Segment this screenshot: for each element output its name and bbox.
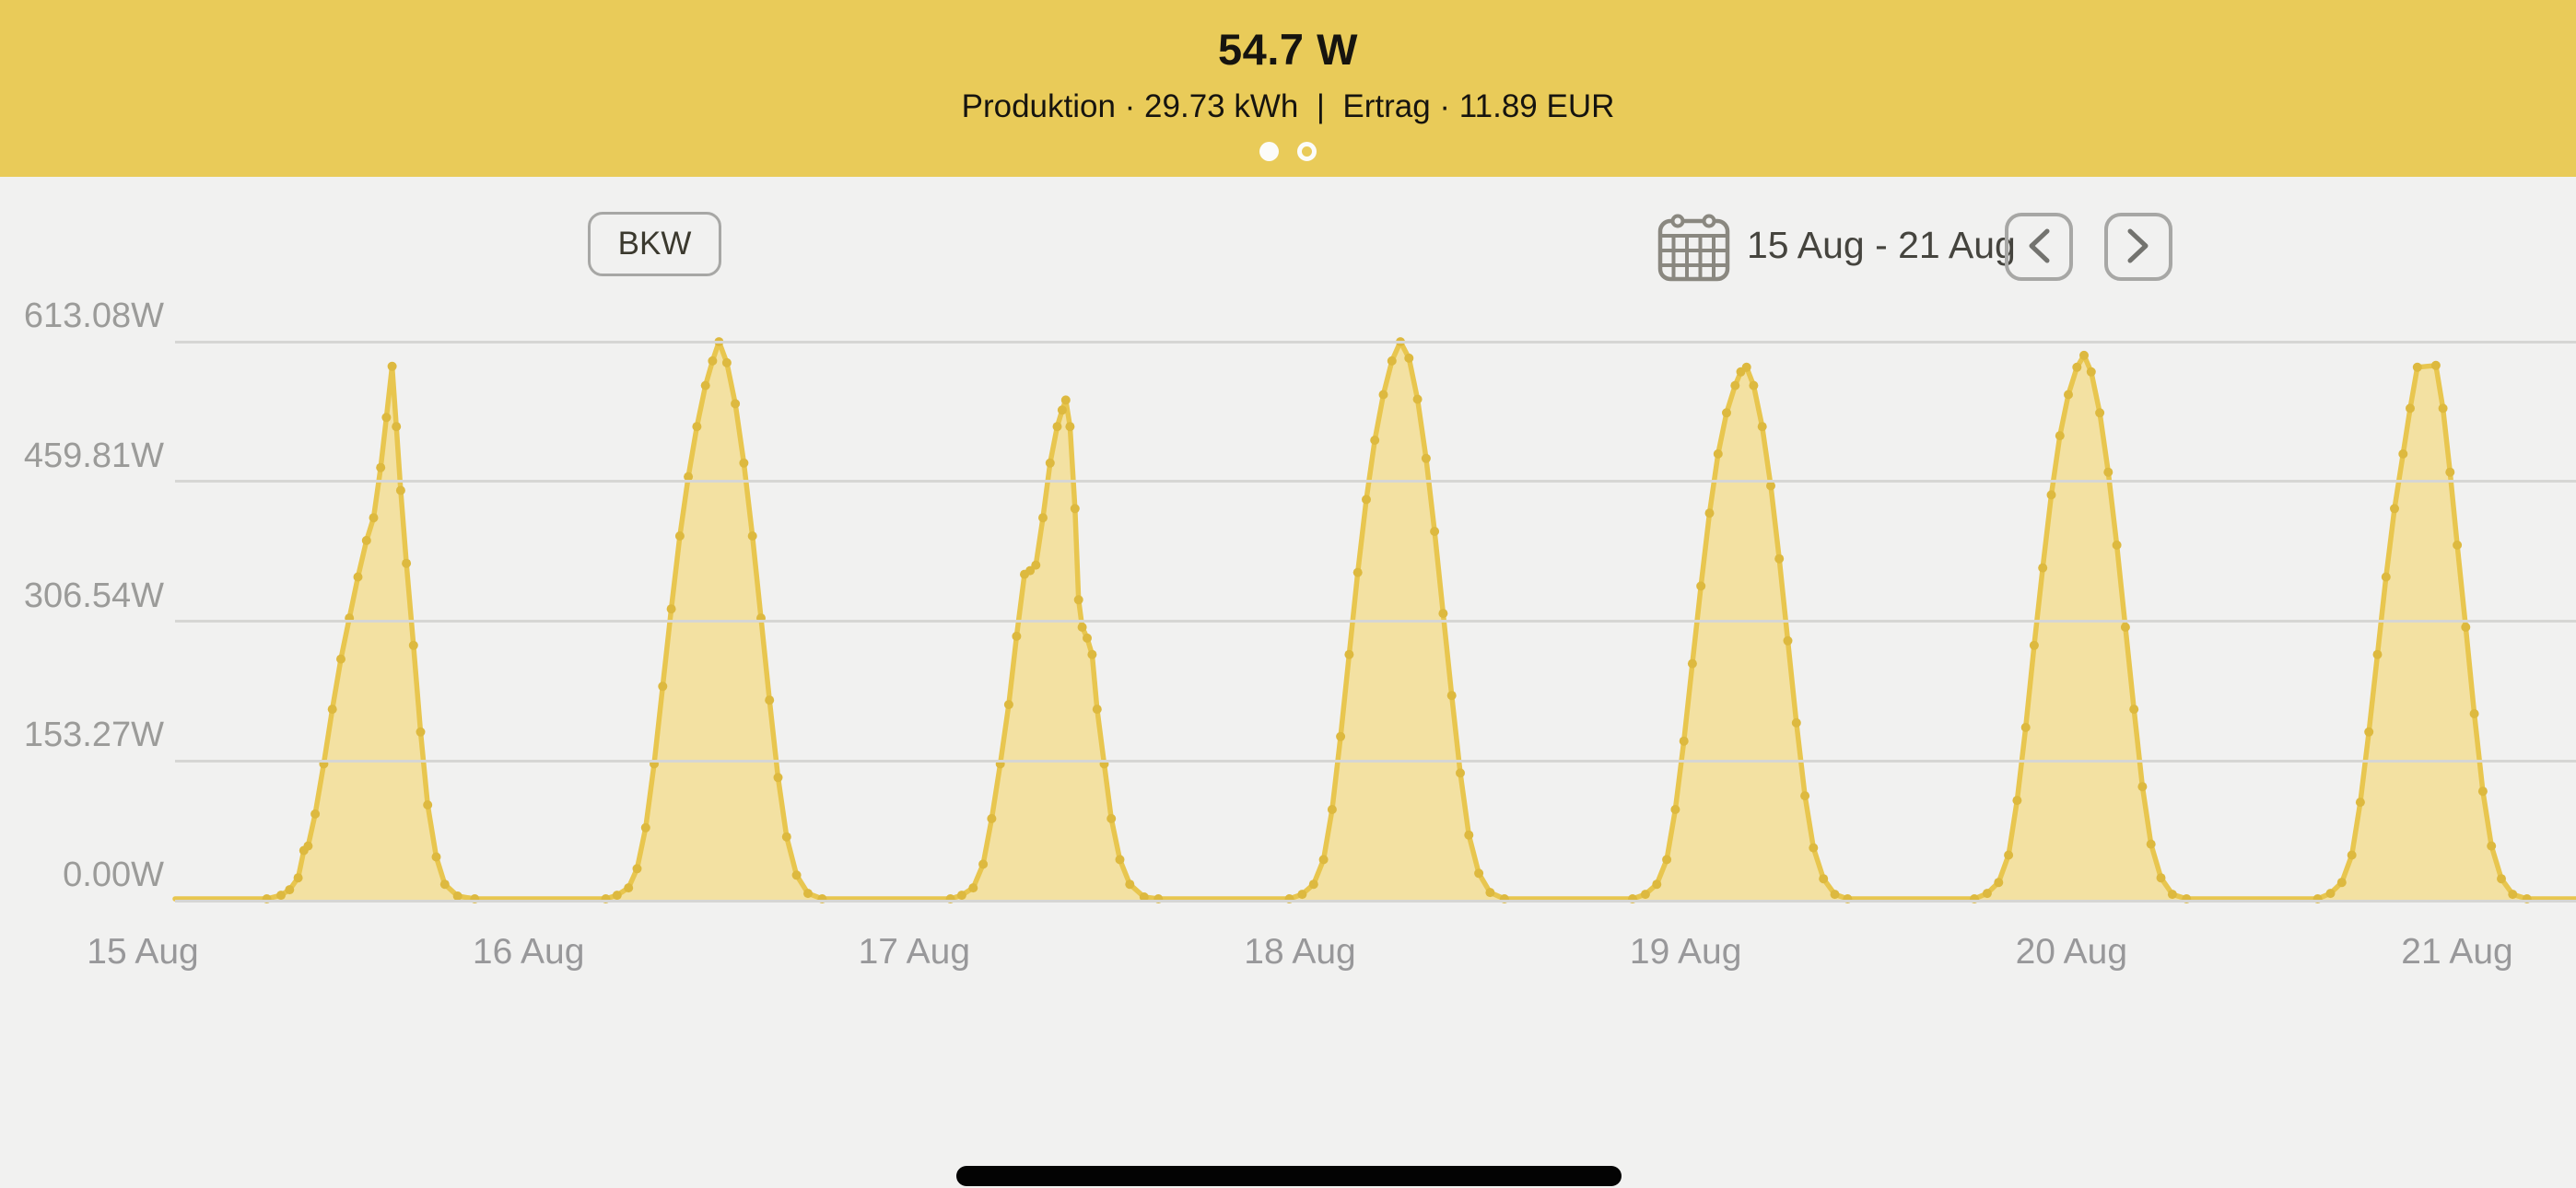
y-axis-label: 459.81W xyxy=(23,436,164,475)
x-axis-label: 18 Aug xyxy=(1244,932,1356,972)
x-axis-label: 19 Aug xyxy=(1629,932,1742,972)
x-axis-label: 15 Aug xyxy=(87,932,199,972)
gridline xyxy=(175,620,2576,623)
next-week-button[interactable] xyxy=(2104,213,2172,281)
home-indicator[interactable] xyxy=(956,1166,1622,1186)
y-axis-label: 613.08W xyxy=(23,297,164,335)
y-axis-label: 0.00W xyxy=(63,856,164,894)
summary-header: 54.7 W Produktion · 29.73 kWh | Ertrag ·… xyxy=(0,0,2576,177)
page-indicator[interactable] xyxy=(0,140,2576,162)
source-selector-button[interactable]: BKW xyxy=(588,212,721,276)
calendar-icon[interactable] xyxy=(1657,206,1730,288)
gridline xyxy=(175,340,2576,344)
gridline xyxy=(175,759,2576,763)
date-range-label[interactable]: 15 Aug - 21 Aug xyxy=(1747,224,2016,266)
chevron-left-icon xyxy=(2023,226,2055,269)
y-axis-label: 153.27W xyxy=(23,716,164,755)
chevron-right-icon xyxy=(2123,226,2154,269)
x-axis-label: 20 Aug xyxy=(2015,932,2128,972)
x-axis-label: 17 Aug xyxy=(858,932,971,972)
previous-week-button[interactable] xyxy=(2005,213,2073,281)
x-axis-label: 16 Aug xyxy=(472,932,585,972)
y-axis-label: 306.54W xyxy=(23,576,164,615)
page-dot-0[interactable] xyxy=(1259,141,1279,161)
current-power-value: 54.7 W xyxy=(1218,25,1358,74)
production-summary: Produktion · 29.73 kWh | Ertrag · 11.89 … xyxy=(961,88,1615,124)
page-dot-1[interactable] xyxy=(1297,141,1317,161)
gridline xyxy=(175,480,2576,483)
x-axis-label: 21 Aug xyxy=(2401,932,2513,972)
gridline xyxy=(175,899,2576,903)
